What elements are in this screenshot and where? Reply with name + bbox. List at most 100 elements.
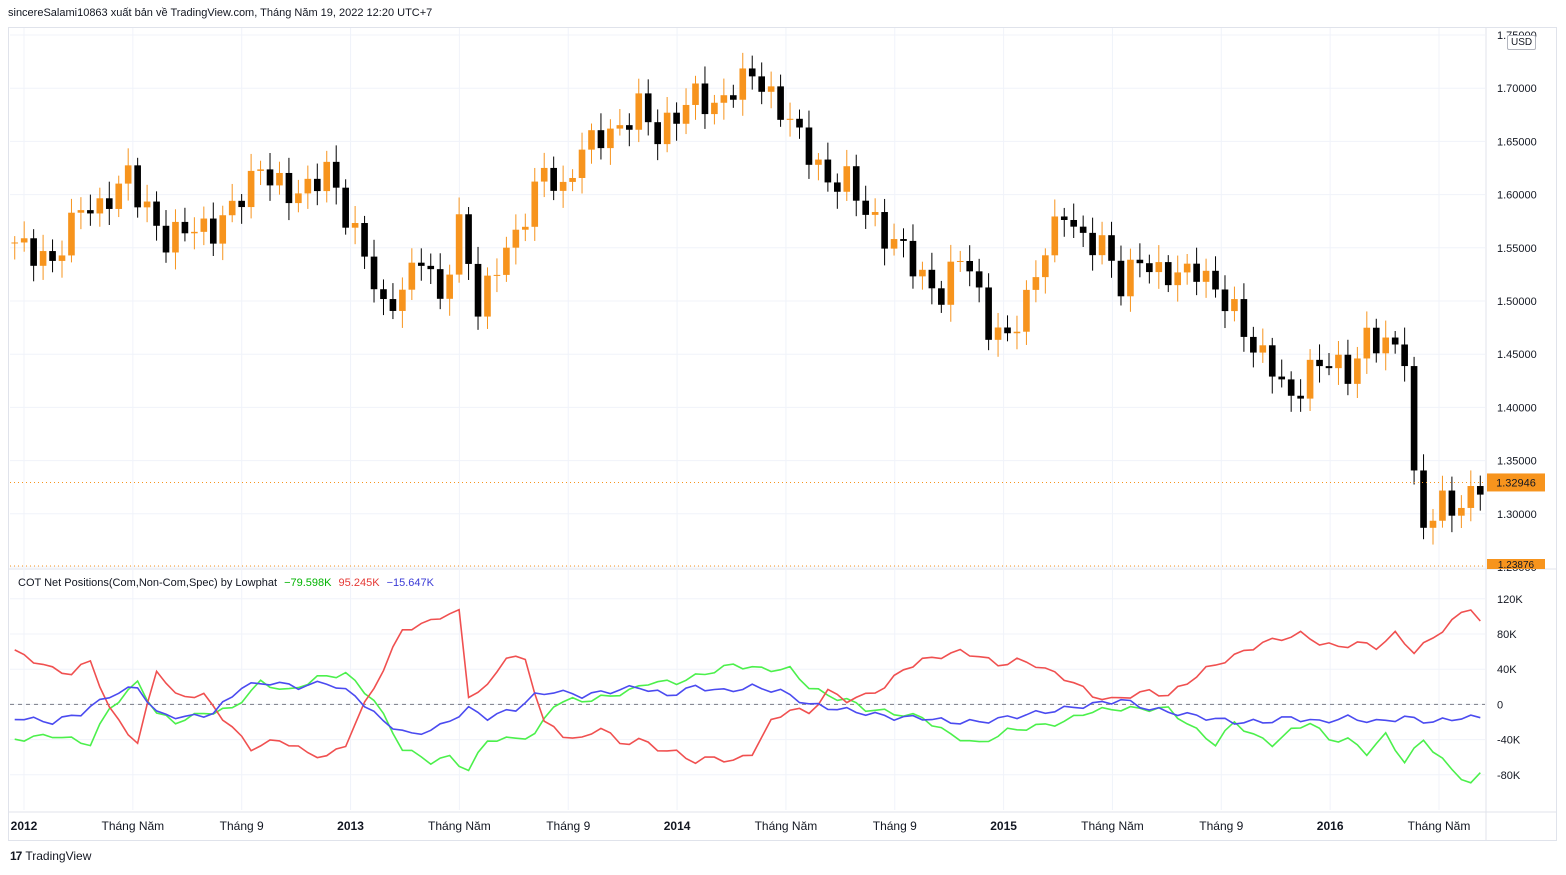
candle-body (446, 274, 453, 299)
candle-body (1089, 232, 1096, 256)
candle-body (304, 178, 312, 194)
candle-body (455, 214, 463, 275)
candle-body (871, 212, 879, 215)
candle-body (1467, 486, 1475, 508)
candle-body (966, 260, 974, 272)
indicator-tick-label: 120K (1497, 594, 1523, 606)
candle-body (1079, 226, 1087, 233)
candle-body (39, 251, 47, 266)
x-tick-label: Tháng 9 (1199, 819, 1243, 833)
candle-body (692, 83, 699, 105)
candle-body (20, 238, 28, 243)
candle-body (87, 210, 94, 214)
candle-body (1439, 490, 1446, 521)
candle-body (1202, 270, 1210, 282)
candle-body (436, 269, 444, 299)
footer[interactable]: 17 TradingView (10, 849, 91, 863)
candle-body (361, 223, 368, 257)
candle-body (1136, 259, 1144, 264)
last-price-tag (1487, 473, 1545, 492)
candle-body (1221, 289, 1229, 312)
price-tick-label: 1.50000 (1497, 296, 1537, 308)
candle-body (673, 112, 680, 124)
candle-body (748, 68, 756, 77)
x-tick-label: Tháng 9 (546, 819, 590, 833)
tradingview-logo-icon: 17 (10, 849, 22, 863)
candle-body (550, 167, 557, 191)
candle-body (852, 166, 860, 201)
candle-body (68, 212, 75, 256)
candle-body (890, 239, 898, 249)
candle-body (1164, 262, 1172, 286)
x-tick-label: 2014 (664, 819, 691, 833)
candle-body (1363, 327, 1371, 359)
candle-body (862, 200, 869, 215)
candle-body (663, 112, 671, 145)
price-tick-label: 1.55000 (1497, 243, 1537, 255)
candle-body (399, 289, 406, 311)
candle-body (295, 193, 302, 204)
candle-body (1117, 260, 1125, 297)
candle-body (569, 177, 576, 182)
candle-body (389, 299, 397, 311)
indicator-tick-label: -40K (1497, 735, 1521, 747)
candle-body (1420, 470, 1427, 528)
candle-body (701, 83, 709, 115)
candle-body (994, 327, 1002, 340)
candle-body (1344, 354, 1352, 384)
candle-body (1060, 216, 1068, 220)
candle-body (909, 240, 917, 277)
candle-body (1183, 263, 1191, 273)
candle-body (1259, 345, 1267, 353)
x-tick-label: Tháng Năm (1408, 819, 1471, 833)
x-tick-label: 2013 (337, 819, 364, 833)
candle-body (975, 271, 983, 288)
candle-body (313, 178, 321, 192)
candle-body (219, 215, 227, 244)
footer-brand: TradingView (25, 849, 92, 863)
candle-body (597, 130, 605, 149)
candle-body (417, 262, 425, 266)
x-tick-label: 2016 (1317, 819, 1344, 833)
candle-body (58, 255, 66, 261)
candle-body (805, 127, 813, 165)
candle-body (323, 161, 331, 192)
candle-body (796, 118, 803, 128)
x-tick-label: 2012 (11, 819, 38, 833)
x-tick-label: Tháng Năm (428, 819, 491, 833)
candle-body (1098, 235, 1106, 256)
candle-body (824, 159, 832, 183)
candle-body (238, 200, 245, 208)
candle-body (408, 262, 416, 290)
series-line-non-com (14, 608, 1481, 765)
candle-body (616, 125, 624, 129)
series-line-com (14, 663, 1481, 784)
candle-body (1391, 337, 1399, 345)
x-tick-label: Tháng Năm (755, 819, 818, 833)
candle-body (1146, 263, 1153, 273)
candle-body (947, 261, 955, 305)
candle-body (191, 231, 198, 234)
indicator-value-com: −79.598K (284, 577, 332, 589)
indicator-legend[interactable]: COT Net Positions(Com,Non-Com,Spec) by L… (18, 577, 438, 589)
candle-body (1448, 490, 1456, 516)
candle-body (730, 95, 737, 100)
candle-body (956, 260, 964, 262)
candle-body (1401, 344, 1408, 367)
candle-body (919, 269, 926, 277)
candle-body (654, 122, 661, 145)
indicator-tick-label: 0 (1497, 699, 1503, 711)
candle-body (985, 287, 992, 340)
currency-badge[interactable]: USD (1507, 35, 1537, 50)
candle-body (1458, 507, 1465, 516)
candle-body (1335, 354, 1342, 369)
candle-body (1240, 299, 1248, 337)
x-tick-label: Tháng Năm (101, 819, 164, 833)
candle-body (351, 223, 359, 228)
candle-body (134, 165, 141, 208)
series-line-spec (14, 680, 1481, 736)
candle-body (1306, 359, 1314, 399)
candle-body (11, 242, 19, 244)
candle-body (644, 93, 652, 123)
